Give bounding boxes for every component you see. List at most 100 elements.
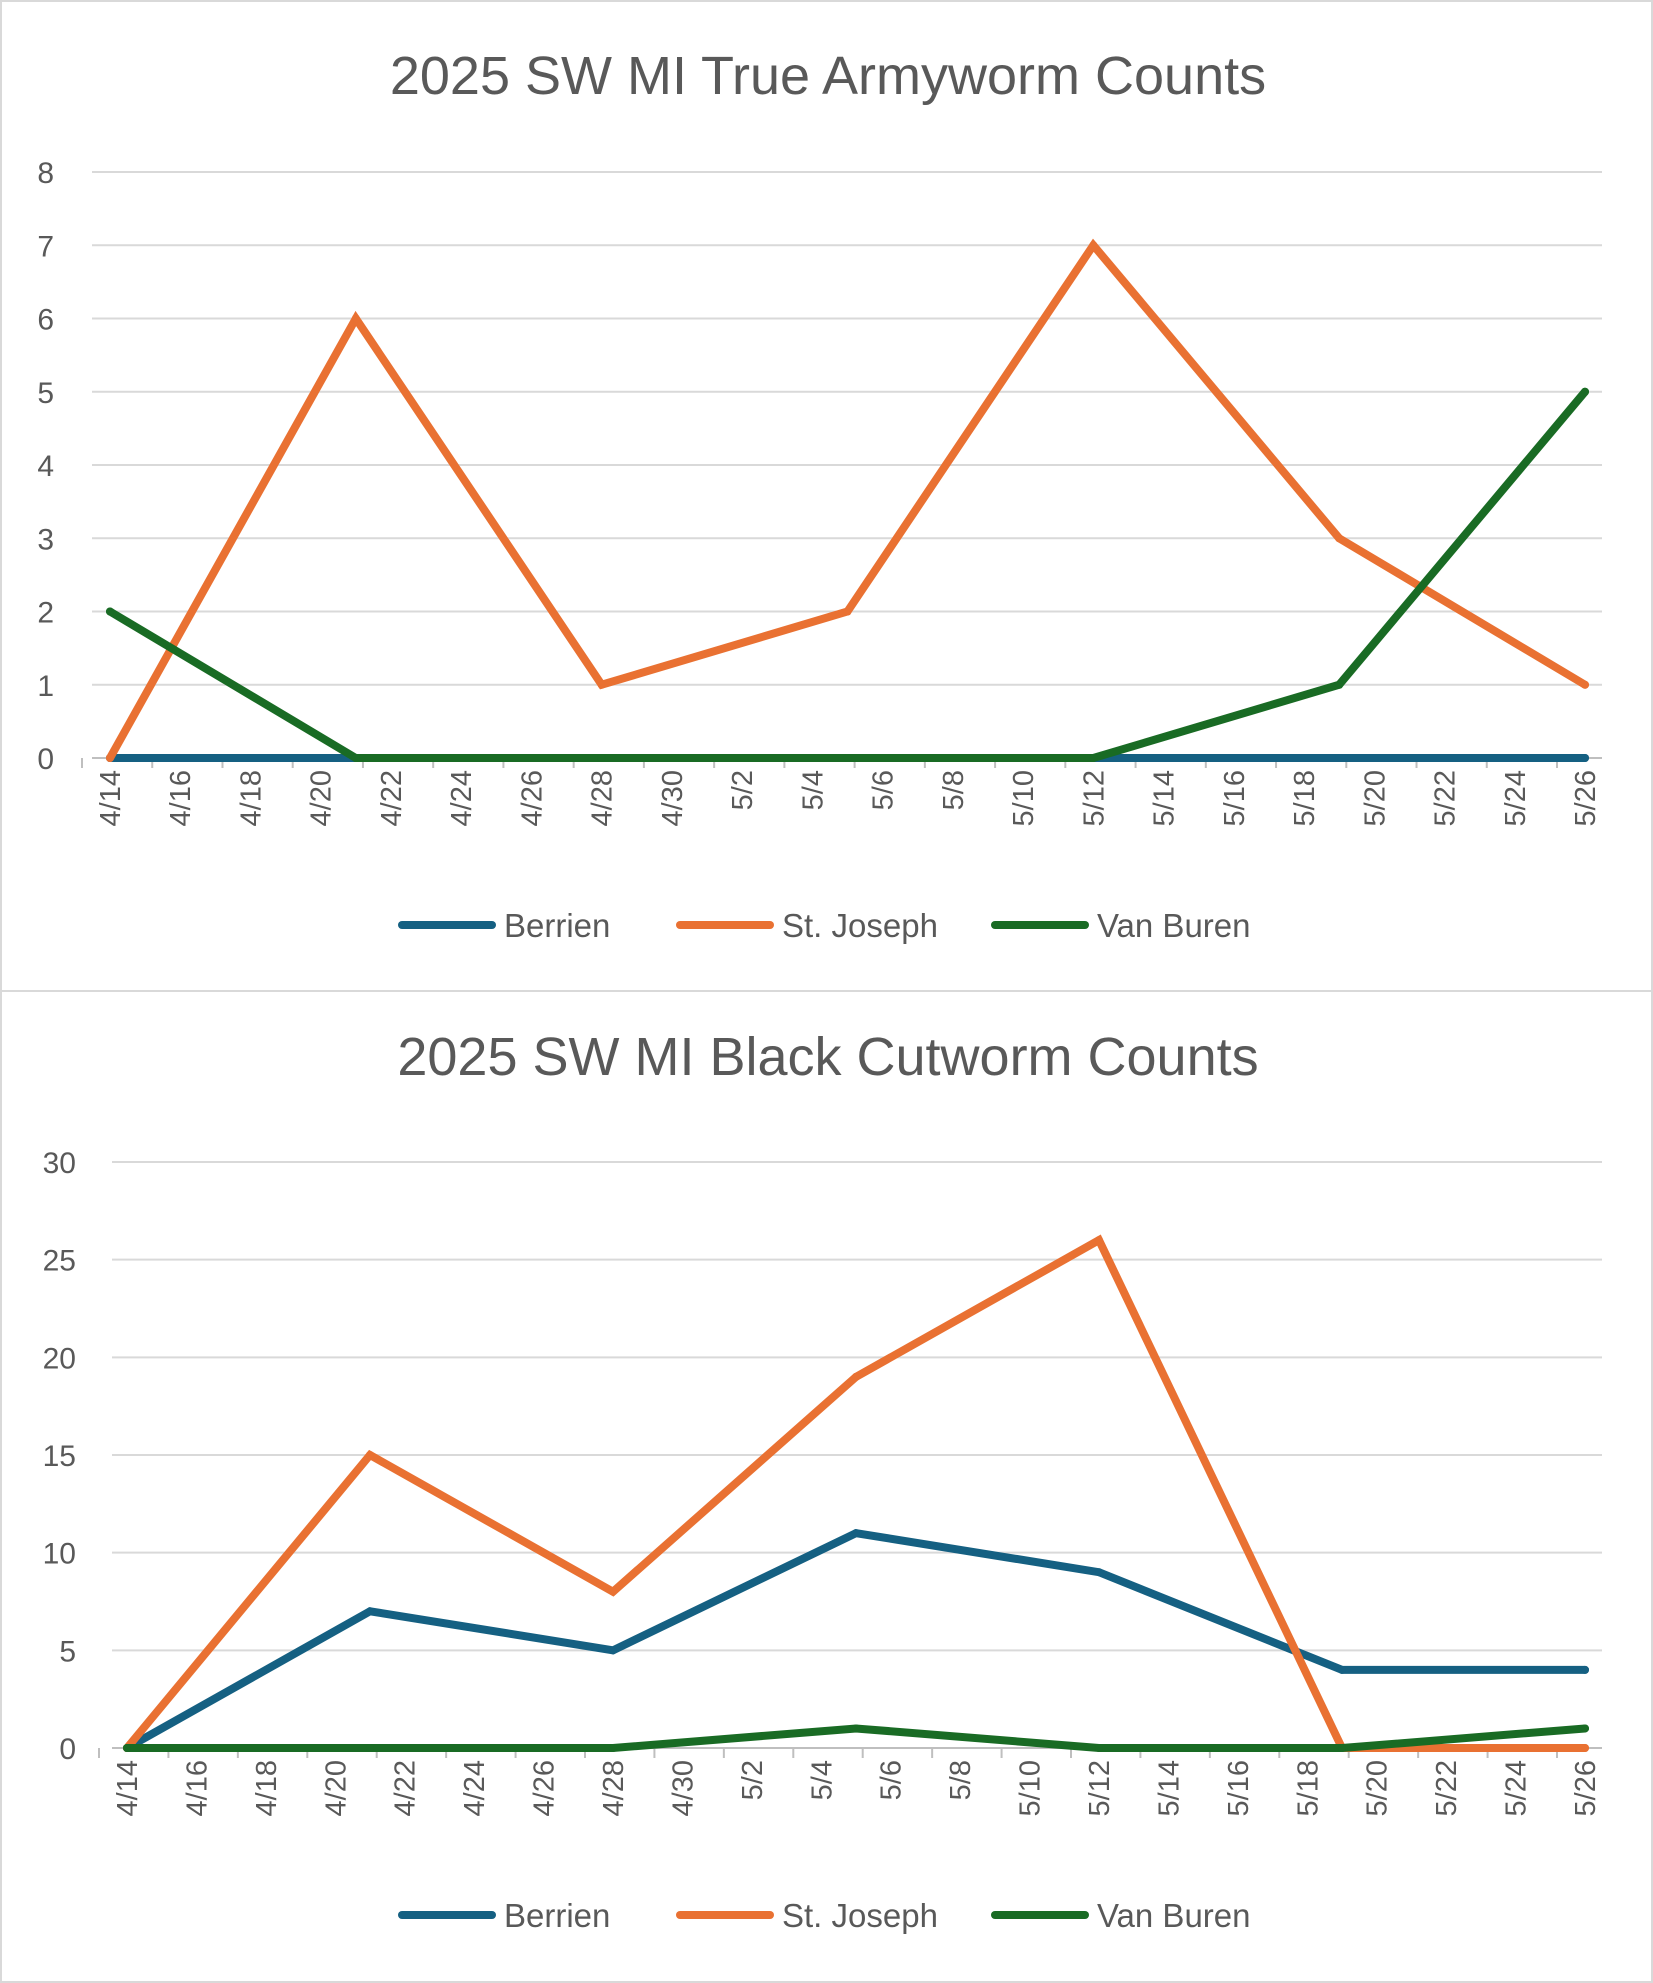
x-tick-label: 4/14 bbox=[112, 1760, 144, 1816]
x-tick-label: 4/18 bbox=[235, 770, 267, 826]
y-tick-label: 25 bbox=[43, 1245, 76, 1278]
data-point bbox=[351, 754, 360, 762]
x-tick-label: 4/30 bbox=[667, 1760, 699, 1816]
x-tick-label: 5/6 bbox=[876, 1760, 908, 1800]
legend-label: St. Joseph bbox=[782, 1897, 938, 1934]
series-line-berrien bbox=[123, 1528, 1589, 1752]
x-tick-label: 4/14 bbox=[95, 770, 127, 826]
x-tick-label: 4/16 bbox=[165, 770, 197, 826]
x-tick-label: 5/6 bbox=[868, 770, 900, 810]
x-tick-label: 5/22 bbox=[1430, 770, 1462, 826]
y-tick-label: 2 bbox=[37, 597, 54, 630]
y-tick-label: 4 bbox=[37, 450, 54, 483]
legend-label: Berrien bbox=[504, 907, 610, 944]
legend-label: Berrien bbox=[504, 1897, 610, 1934]
data-point bbox=[609, 1646, 617, 1655]
x-tick-label: 4/24 bbox=[446, 770, 478, 826]
y-tick-label: 15 bbox=[43, 1440, 76, 1473]
chart-title: 2025 SW MI Black Cutworm Counts bbox=[397, 1027, 1258, 1087]
x-tick-label: 5/8 bbox=[938, 770, 970, 810]
data-point bbox=[123, 1744, 131, 1752]
x-tick-label: 4/18 bbox=[251, 1760, 283, 1816]
data-point bbox=[366, 1451, 374, 1459]
y-tick-label: 5 bbox=[59, 1635, 76, 1668]
data-point bbox=[852, 1724, 860, 1733]
x-tick-label: 4/22 bbox=[390, 1760, 422, 1816]
x-tick-label: 4/16 bbox=[181, 1760, 213, 1816]
legend-label: Van Buren bbox=[1097, 1897, 1251, 1934]
data-point bbox=[852, 1372, 860, 1381]
x-tick-label: 5/4 bbox=[797, 770, 829, 810]
y-tick-label: 0 bbox=[59, 1733, 76, 1766]
data-point bbox=[106, 607, 114, 616]
data-point bbox=[1338, 1744, 1346, 1752]
y-tick-label: 6 bbox=[37, 304, 54, 337]
data-point bbox=[1581, 1744, 1589, 1752]
y-tick-label: 5 bbox=[37, 377, 54, 410]
y-tick-label: 0 bbox=[37, 743, 54, 776]
legend-label: St. Joseph bbox=[782, 907, 938, 944]
cutworm-chart: 2025 SW MI Black Cutworm Counts 0 5 10 15 20… bbox=[43, 1027, 1602, 1934]
x-tick-label: 5/2 bbox=[737, 1760, 769, 1800]
data-point bbox=[852, 1529, 860, 1538]
data-point bbox=[1338, 1665, 1346, 1674]
data-point bbox=[366, 1607, 374, 1616]
y-tick-label: 30 bbox=[43, 1147, 76, 1180]
data-point bbox=[1581, 754, 1589, 762]
data-point bbox=[1335, 534, 1344, 543]
y-tick-label: 7 bbox=[37, 230, 54, 263]
x-tick-label: 5/26 bbox=[1570, 1760, 1602, 1816]
data-point bbox=[1581, 1665, 1589, 1674]
data-point bbox=[1581, 680, 1589, 689]
data-point bbox=[597, 680, 606, 689]
data-point bbox=[1581, 1724, 1589, 1733]
data-point bbox=[351, 314, 360, 323]
chart-title: 2025 SW MI True Armyworm Counts bbox=[390, 46, 1266, 106]
data-point bbox=[609, 1587, 617, 1596]
x-tick-label: 5/8 bbox=[945, 1760, 977, 1800]
x-tick-label: 5/16 bbox=[1219, 770, 1251, 826]
x-tick-label: 4/22 bbox=[376, 770, 408, 826]
y-tick-label: 10 bbox=[43, 1538, 76, 1571]
x-tick-label: 5/20 bbox=[1359, 770, 1391, 826]
x-tick-label: 5/18 bbox=[1292, 1760, 1324, 1816]
armyworm-chart: 2025 SW MI True Armyworm Counts 0 1 2 3 4 5 6 7… bbox=[37, 46, 1602, 944]
x-tick-label: 5/10 bbox=[1015, 1760, 1047, 1816]
legend-label: Van Buren bbox=[1097, 907, 1251, 944]
y-tick-label: 1 bbox=[37, 670, 54, 703]
x-tick-label: 5/14 bbox=[1149, 770, 1181, 826]
x-tick-label: 4/28 bbox=[587, 770, 619, 826]
data-point bbox=[843, 607, 852, 616]
data-point bbox=[1581, 387, 1589, 396]
x-tick-label: 5/18 bbox=[1289, 770, 1321, 826]
x-tick-label: 5/20 bbox=[1362, 1760, 1394, 1816]
data-point bbox=[106, 754, 114, 762]
x-tick-label: 5/24 bbox=[1500, 770, 1532, 826]
data-point bbox=[843, 754, 852, 762]
data-point bbox=[1335, 754, 1344, 762]
data-point bbox=[1089, 241, 1098, 250]
cutworm-chart-panel: 2025 SW MI Black Cutworm Counts 0 5 10 15 20… bbox=[0, 990, 1653, 1983]
x-tick-label: 4/26 bbox=[529, 1760, 561, 1816]
data-point bbox=[366, 1744, 374, 1752]
x-tick-label: 5/12 bbox=[1078, 770, 1110, 826]
x-tick-label: 4/30 bbox=[657, 770, 689, 826]
series-line-van-buren bbox=[106, 387, 1589, 762]
data-point bbox=[609, 1744, 617, 1752]
x-tick-label: 4/20 bbox=[306, 770, 338, 826]
x-tick-label: 5/24 bbox=[1501, 1760, 1533, 1816]
x-tick-label: 5/4 bbox=[806, 1760, 838, 1800]
x-tick-label: 5/12 bbox=[1084, 1760, 1116, 1816]
data-point bbox=[1095, 1236, 1103, 1245]
y-tick-label: 20 bbox=[43, 1342, 76, 1375]
armyworm-chart-panel: 2025 SW MI True Armyworm Counts 0 1 2 3 4 5 6 7… bbox=[0, 0, 1653, 992]
x-tick-label: 4/26 bbox=[516, 770, 548, 826]
x-tick-label: 4/28 bbox=[598, 1760, 630, 1816]
x-tick-label: 4/24 bbox=[459, 1760, 491, 1816]
data-point bbox=[1095, 1568, 1103, 1577]
data-point bbox=[597, 754, 606, 762]
data-point bbox=[1335, 680, 1344, 689]
x-tick-label: 5/22 bbox=[1431, 1760, 1463, 1816]
x-tick-label: 5/16 bbox=[1223, 1760, 1255, 1816]
x-tick-label: 5/14 bbox=[1153, 1760, 1185, 1816]
